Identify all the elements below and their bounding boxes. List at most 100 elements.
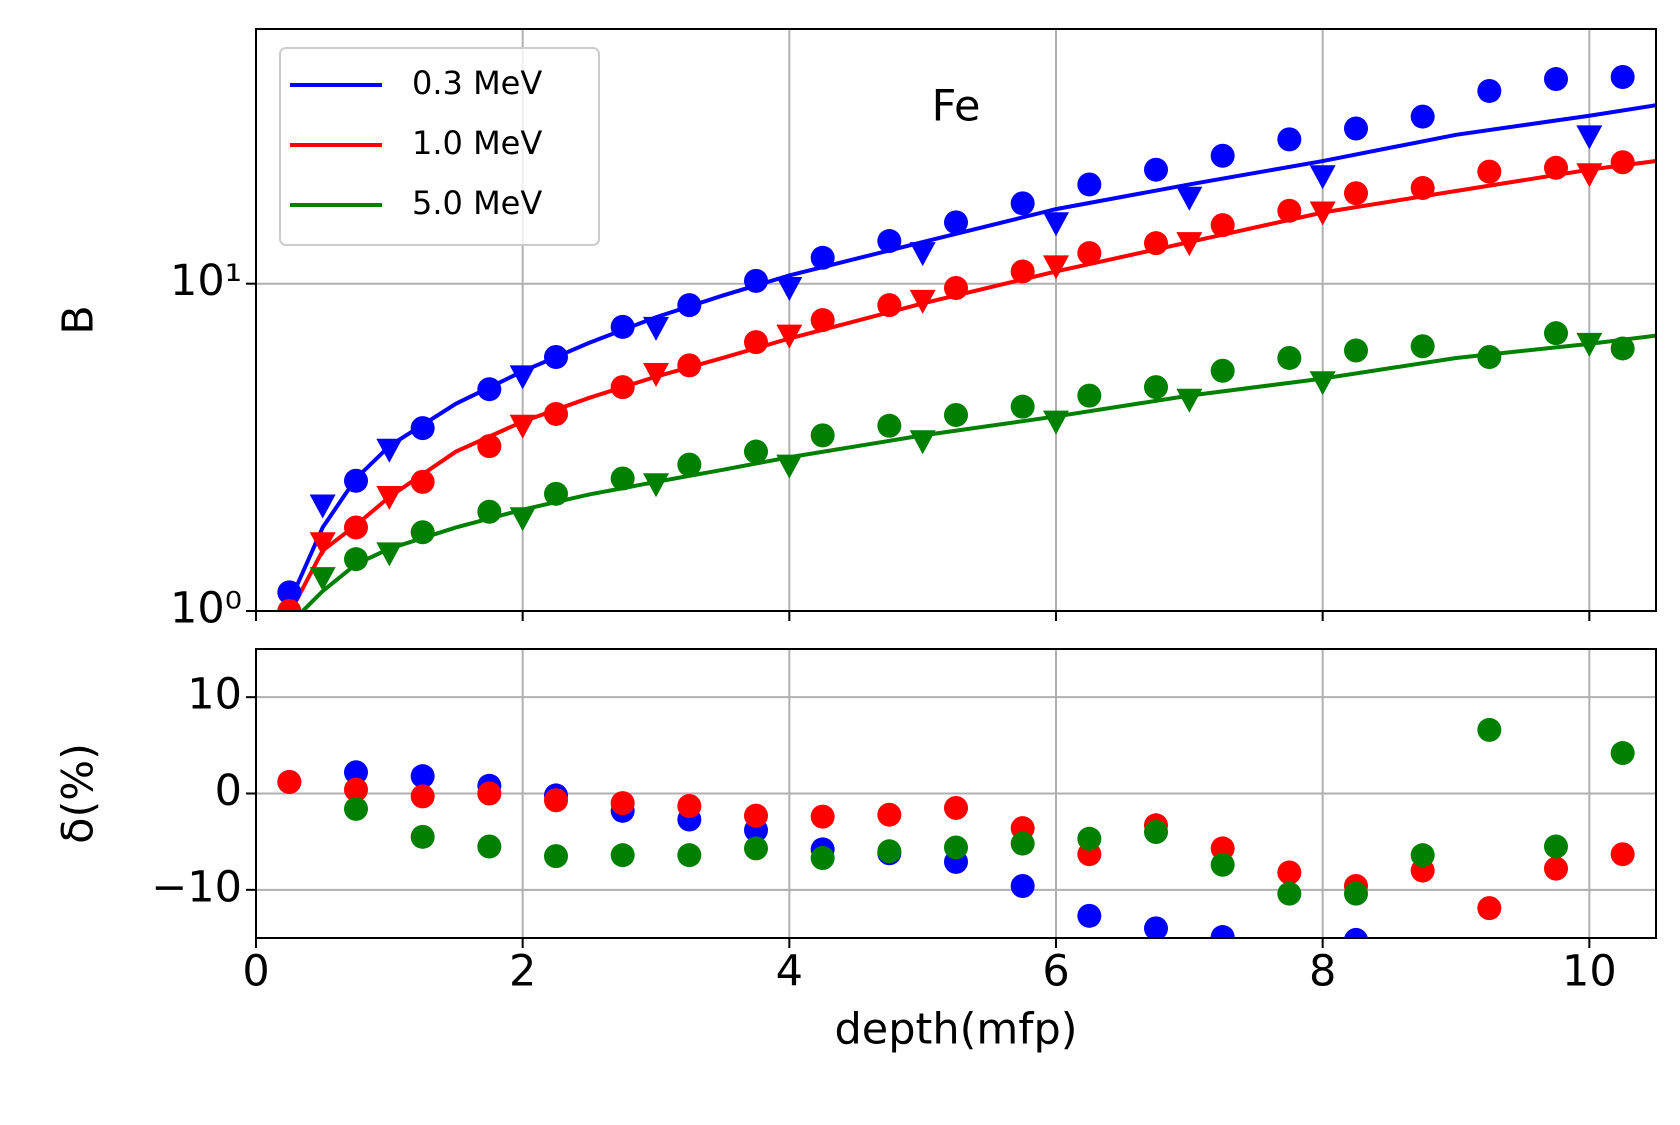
x-tick-label: 2: [509, 947, 536, 997]
marker: [277, 769, 302, 794]
marker: [1077, 903, 1102, 928]
line: [287, 103, 1656, 604]
marker: [309, 494, 336, 519]
marker: [376, 438, 403, 463]
marker: [1277, 860, 1302, 885]
annotation: Fe: [932, 82, 981, 132]
marker: [810, 308, 835, 333]
marker: [410, 520, 435, 545]
marker: [344, 777, 368, 802]
marker: [1610, 336, 1635, 361]
legend-label: 5.0 MeV: [412, 184, 542, 222]
marker: [877, 413, 902, 438]
marker: [410, 824, 435, 849]
marker: [509, 507, 536, 532]
panel: 10⁰ 10¹ B Fe 0.3 MeV 1.0 MeV 5.0 MeV: [54, 28, 1657, 634]
x-tick-label: 8: [1309, 947, 1336, 997]
marker: [1544, 155, 1568, 180]
marker: [376, 542, 403, 567]
marker: [877, 229, 902, 254]
x-tick-label: 0: [242, 947, 269, 997]
marker: [410, 469, 435, 494]
marker: [1277, 881, 1302, 906]
y-axis-label: B: [54, 305, 104, 335]
y-tick-label: 10¹: [170, 256, 242, 306]
marker: [776, 454, 803, 479]
marker: [1210, 213, 1235, 238]
marker: [1010, 831, 1035, 856]
marker: [677, 353, 702, 378]
marker: [909, 289, 936, 314]
marker: [1610, 741, 1635, 766]
marker: [810, 846, 835, 871]
marker: [944, 210, 968, 235]
marker: [1077, 826, 1102, 851]
marker: [1144, 375, 1168, 400]
marker: [1010, 259, 1035, 284]
marker: [1610, 150, 1635, 175]
marker: [744, 803, 768, 828]
marker: [1144, 916, 1168, 938]
marker: [277, 580, 302, 605]
marker: [1309, 201, 1336, 226]
marker: [477, 781, 502, 806]
legend-box: [279, 47, 600, 246]
marker: [877, 293, 902, 318]
x-tick-label: 4: [776, 947, 803, 997]
marker: [643, 316, 669, 341]
marker: [744, 439, 768, 464]
marker: [1344, 116, 1368, 141]
y-axis-label: δ(%): [54, 743, 104, 844]
y-tick-label: 10: [187, 670, 242, 720]
marker: [944, 795, 968, 820]
marker: [643, 362, 669, 387]
marker: [1210, 358, 1235, 383]
marker: [1344, 338, 1368, 363]
marker: [1210, 852, 1235, 877]
marker: [1410, 334, 1435, 359]
y-tick-label: 10⁰: [170, 584, 242, 634]
y-tick-label: 0: [215, 766, 242, 816]
marker: [1144, 231, 1168, 256]
marker: [944, 276, 968, 301]
marker: [509, 365, 536, 390]
marker: [1277, 198, 1302, 223]
marker: [410, 784, 435, 809]
marker: [744, 836, 768, 861]
marker: [1344, 927, 1368, 938]
marker: [544, 401, 568, 426]
marker: [1077, 383, 1102, 408]
marker: [877, 839, 902, 864]
marker: [344, 760, 368, 785]
marker: [344, 515, 368, 540]
marker: [1043, 410, 1069, 435]
marker: [677, 843, 702, 868]
marker: [744, 330, 768, 355]
marker: [544, 345, 568, 370]
marker: [810, 423, 835, 448]
marker: [944, 403, 968, 428]
marker: [677, 293, 702, 318]
marker: [1477, 345, 1502, 370]
marker: [309, 532, 336, 557]
marker: [1043, 255, 1069, 280]
marker: [544, 788, 568, 813]
marker: [1077, 172, 1102, 197]
marker: [677, 452, 702, 477]
marker: [509, 414, 536, 439]
marker: [1010, 394, 1035, 419]
marker: [309, 567, 336, 592]
axes-frame: [255, 648, 1657, 939]
marker: [810, 804, 835, 829]
marker: [1410, 843, 1435, 868]
axes-frame: [255, 28, 1657, 612]
marker: [1176, 232, 1203, 257]
marker: [1344, 881, 1368, 906]
marker: [1477, 78, 1502, 103]
marker: [944, 835, 968, 860]
marker: [744, 268, 768, 293]
marker: [1309, 165, 1336, 190]
marker: [1176, 186, 1203, 211]
x-tick-label: 6: [1042, 947, 1069, 997]
marker: [1477, 717, 1502, 742]
